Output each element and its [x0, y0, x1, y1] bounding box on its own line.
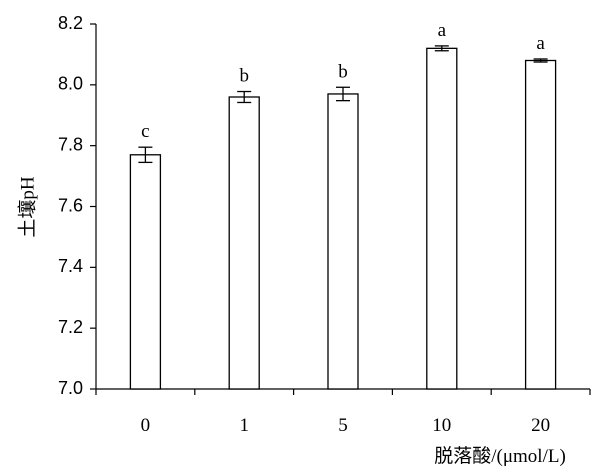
y-tick-label-4: 7.8 — [58, 134, 83, 154]
bar-5 — [327, 93, 359, 390]
y-tick-label-1: 7.2 — [58, 317, 83, 337]
bar-10 — [426, 47, 458, 390]
labels: c 0 b 1 b 5 a 10 a 20 — [141, 20, 550, 436]
x-tick-label-1: 1 — [239, 415, 249, 436]
x-axis-title: 脱落酸/(μmol/L) — [434, 445, 566, 467]
x-tick-label-5: 5 — [338, 415, 348, 436]
error-bars — [138, 45, 548, 164]
significance-label-5: b — [338, 61, 348, 82]
axes: 7.0 7.2 7.4 7.6 7.8 8.0 8.2 — [58, 13, 591, 398]
bar-0 — [129, 154, 162, 390]
y-tick-label-3: 7.6 — [58, 195, 83, 215]
y-tick-label-2: 7.4 — [58, 256, 83, 276]
bar-1 — [228, 96, 260, 390]
bars — [129, 47, 557, 390]
significance-label-10: a — [438, 20, 447, 41]
x-tick-label-0: 0 — [141, 415, 151, 436]
x-tick-label-10: 10 — [432, 415, 451, 436]
significance-label-1: b — [239, 66, 249, 87]
bar-20 — [524, 59, 557, 390]
y-tick-label-5: 8.0 — [58, 74, 83, 94]
y-tick-label-0: 7.0 — [58, 378, 83, 398]
y-axis-title: 土壤pH — [16, 176, 38, 238]
x-tick-label-20: 20 — [531, 415, 550, 436]
y-tick-label-6: 8.2 — [58, 13, 83, 33]
significance-label-20: a — [536, 33, 545, 54]
significance-label-0: c — [141, 121, 149, 142]
